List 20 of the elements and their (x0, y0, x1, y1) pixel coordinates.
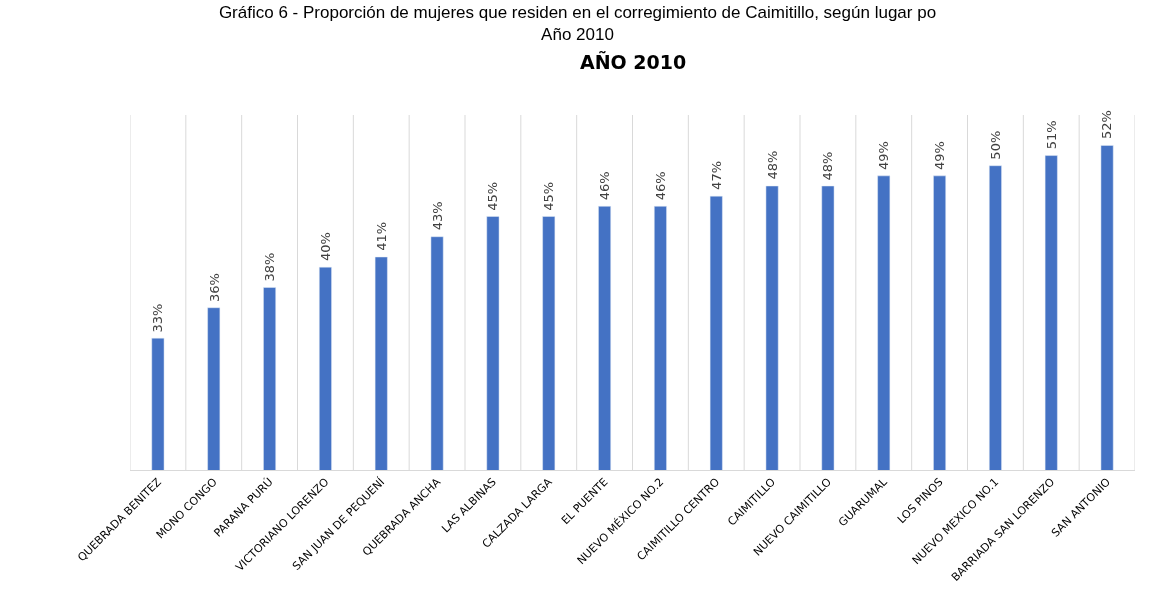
data-label: 48% (820, 151, 836, 181)
data-label: 38% (261, 252, 277, 282)
chart-title: Gráfico 6 - Proporción de mujeres que residen en el corregimiento de Caimitillo, según lugar po Año 2010 (218, 2, 937, 44)
data-label: 45% (484, 181, 500, 211)
data-label: 51% (1044, 120, 1060, 150)
data-label: 52% (1099, 110, 1115, 140)
data-label: 33% (150, 303, 166, 333)
data-label: 43% (429, 201, 445, 231)
data-label: 46% (596, 171, 612, 201)
data-label: 46% (652, 171, 668, 201)
data-label: 50% (988, 130, 1004, 160)
chart-subtitle: AÑO 2010 (580, 50, 687, 73)
data-label: 47% (708, 160, 724, 190)
data-label: 36% (206, 273, 222, 302)
data-label: 45% (540, 181, 556, 211)
data-label: 40% (317, 232, 333, 262)
data-label: 49% (876, 141, 892, 171)
data-label: 41% (373, 221, 389, 251)
data-label: 49% (932, 141, 948, 170)
data-label: 48% (764, 150, 780, 180)
